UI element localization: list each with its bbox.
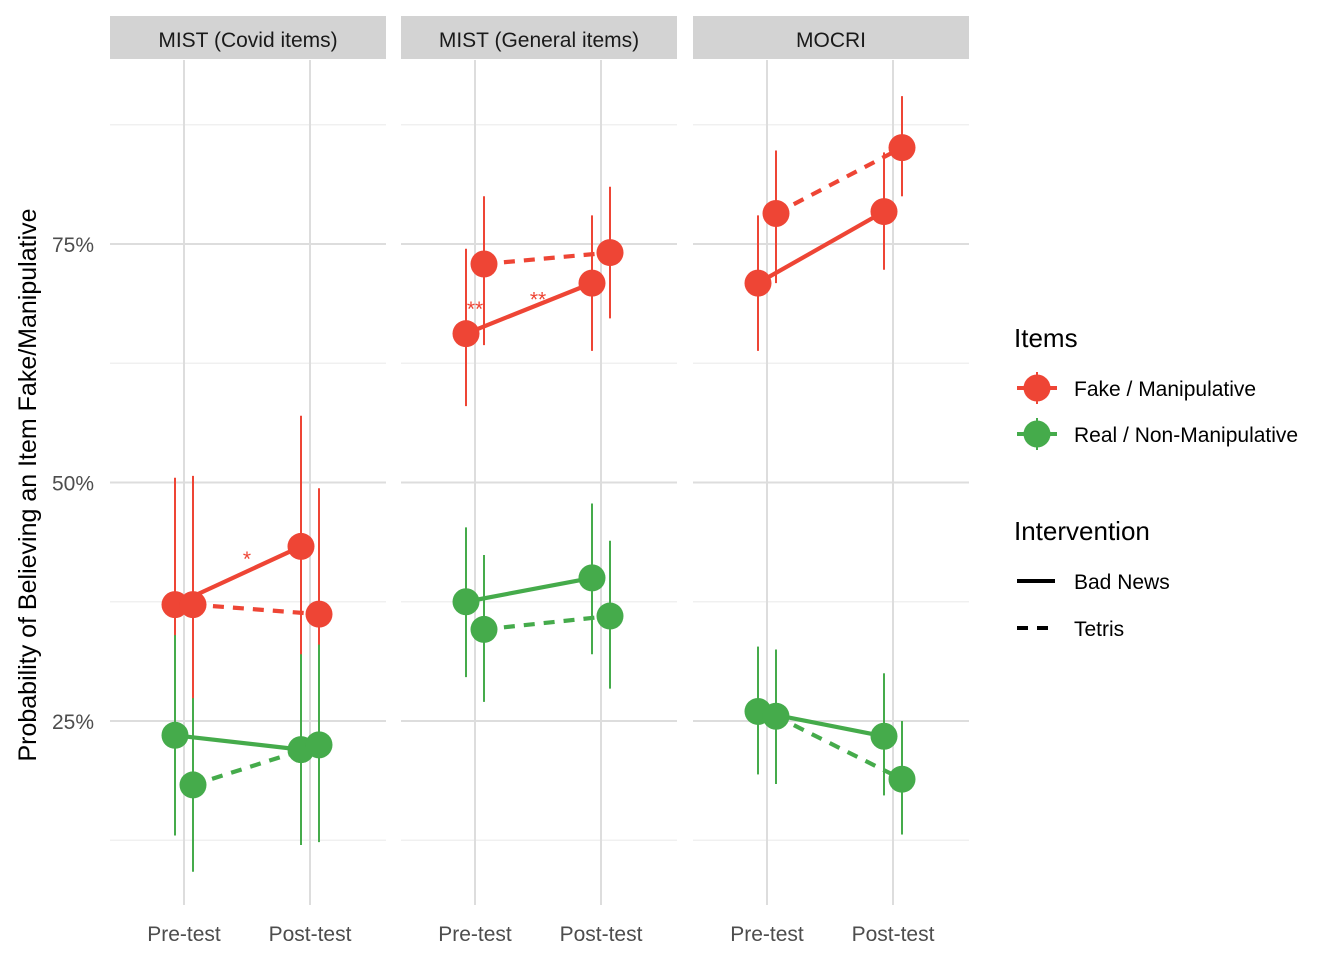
facet-panel: MOCRI Pre-test Post-test	[693, 16, 969, 946]
facet-panel: MIST (General items) Pre-test Post-test ** *…	[401, 16, 677, 946]
legend-items-title: Items	[1014, 323, 1078, 353]
legend-item-label: Real / Non-Manipulative	[1074, 424, 1298, 447]
legend: Items Fake / Manipulative Real / Non-Mani…	[1014, 323, 1298, 641]
y-tick-label: 25%	[52, 711, 94, 734]
facet-strip-label: MIST (Covid items)	[158, 29, 337, 52]
series-line	[756, 209, 886, 285]
data-point	[888, 134, 916, 162]
y-axis-ticks: 25% 50% 75%	[52, 234, 94, 734]
significance-marker: **	[467, 298, 483, 321]
data-point	[470, 615, 498, 643]
data-point	[744, 269, 772, 297]
data-point	[305, 600, 333, 628]
data-point	[596, 239, 624, 267]
facet-panel: MIST (Covid items) Pre-test Post-test *	[110, 16, 386, 946]
y-axis-label: Probability of Believing an Item Fake/Ma…	[14, 208, 42, 761]
facet-strip	[693, 16, 969, 59]
x-tick-label: Post-test	[560, 923, 643, 946]
series-line	[775, 714, 903, 782]
data-point	[578, 564, 606, 592]
data-point	[452, 320, 480, 348]
legend-key-point	[1023, 420, 1051, 448]
data-point	[179, 771, 207, 799]
x-tick-label: Post-test	[269, 923, 352, 946]
chart-panels: MIST (Covid items)Pre-test Post-test*MIST…	[110, 16, 969, 946]
series-line	[775, 145, 903, 216]
data-point	[870, 722, 898, 750]
y-tick-label: 75%	[52, 234, 94, 257]
series-line	[483, 613, 611, 632]
y-tick-label: 50%	[52, 473, 94, 496]
facet-strip-label: MIST (General items)	[439, 29, 639, 52]
data-point	[305, 731, 333, 759]
x-tick-label: Pre-test	[147, 923, 221, 946]
legend-linetype-label: Tetris	[1074, 618, 1124, 641]
significance-marker: **	[530, 289, 546, 312]
legend-key-point	[1023, 374, 1051, 402]
series-line	[465, 575, 593, 604]
data-point	[452, 588, 480, 616]
legend-item-label: Fake / Manipulative	[1074, 378, 1256, 401]
series-line	[483, 250, 611, 267]
data-point	[870, 198, 898, 226]
data-point	[596, 602, 624, 630]
legend-intervention-title: Intervention	[1014, 516, 1150, 546]
facet-strip-label: MOCRI	[796, 29, 866, 52]
x-tick-label: Pre-test	[438, 923, 512, 946]
series-line	[192, 602, 320, 617]
data-point	[762, 702, 790, 730]
data-point	[161, 721, 189, 749]
series-line	[465, 281, 593, 336]
significance-marker: *	[243, 548, 251, 571]
data-point	[888, 765, 916, 793]
series-line	[174, 733, 302, 752]
data-point	[762, 199, 790, 227]
data-point	[179, 591, 207, 619]
facet-strip	[110, 16, 386, 59]
x-tick-label: Pre-test	[730, 923, 804, 946]
facet-strip	[401, 16, 677, 59]
data-point	[287, 532, 315, 560]
legend-linetype-label: Bad News	[1074, 571, 1170, 594]
x-tick-label: Post-test	[852, 923, 935, 946]
data-point	[470, 250, 498, 278]
data-point	[578, 269, 606, 297]
